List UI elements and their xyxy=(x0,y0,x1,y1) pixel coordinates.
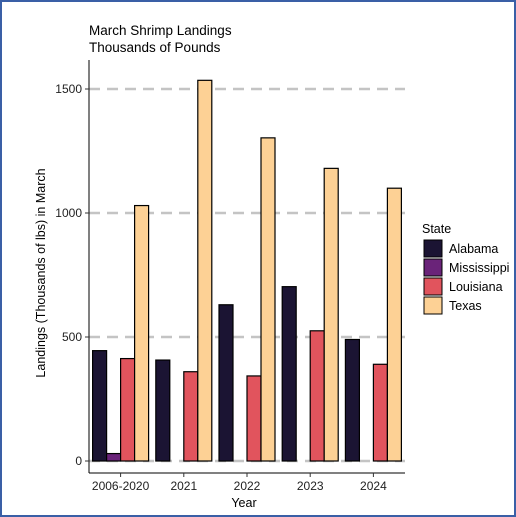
bars xyxy=(91,79,402,462)
legend-swatch-alabama xyxy=(423,239,443,258)
y-tick-label: 0 xyxy=(75,454,82,468)
bar-mississippi-2006-2020 xyxy=(105,452,122,462)
y-axis-label: Landings (Thousands of lbs) in March xyxy=(34,168,48,377)
x-axis-label: Year xyxy=(231,496,256,510)
bar-alabama-2006-2020 xyxy=(91,350,108,462)
bar-texas-2006-2020 xyxy=(134,204,150,462)
bar-alabama-2021 xyxy=(155,359,171,462)
bar-louisiana-2023 xyxy=(309,330,325,462)
bar-texas-2022 xyxy=(260,137,276,462)
legend-label-louisiana: Louisiana xyxy=(449,280,503,294)
legend: State Alabama Mississippi Louisiana Texas xyxy=(422,222,509,315)
bar-alabama-2024 xyxy=(344,338,360,462)
x-tick-label: 2024 xyxy=(360,479,387,493)
chart-subtitle: Thousands of Pounds xyxy=(89,40,221,55)
bar-alabama-2022 xyxy=(218,304,234,462)
bar-louisiana-2024 xyxy=(372,363,388,462)
bar-texas-2024 xyxy=(386,187,402,462)
y-tick-label: 1000 xyxy=(55,206,82,220)
x-tick-label: 2021 xyxy=(170,479,197,493)
bar-louisiana-2022 xyxy=(246,375,262,462)
legend-title: State xyxy=(422,222,451,236)
bar-alabama-2023 xyxy=(281,286,297,462)
bar-texas-2023 xyxy=(323,167,339,462)
x-axis: 2006-2020 2021 2022 2023 2024 xyxy=(89,472,405,493)
bar-louisiana-2006-2020 xyxy=(119,357,136,462)
legend-label-alabama: Alabama xyxy=(449,242,498,256)
y-tick-label: 500 xyxy=(62,330,82,344)
chart-title: March Shrimp Landings xyxy=(89,23,232,38)
legend-swatch-louisiana xyxy=(423,277,443,296)
legend-label-mississippi: Mississippi xyxy=(449,261,509,275)
legend-swatch-mississippi xyxy=(423,258,443,277)
x-tick-label: 2023 xyxy=(297,479,324,493)
x-tick-label: 2022 xyxy=(234,479,261,493)
x-tick-label: 2006-2020 xyxy=(92,479,150,493)
bar-texas-2021 xyxy=(197,79,213,462)
legend-label-texas: Texas xyxy=(449,299,482,313)
y-axis: 0 500 1000 1500 xyxy=(55,60,90,473)
legend-swatch-texas xyxy=(423,296,443,315)
y-tick-label: 1500 xyxy=(55,82,82,96)
bar-louisiana-2021 xyxy=(183,371,199,462)
